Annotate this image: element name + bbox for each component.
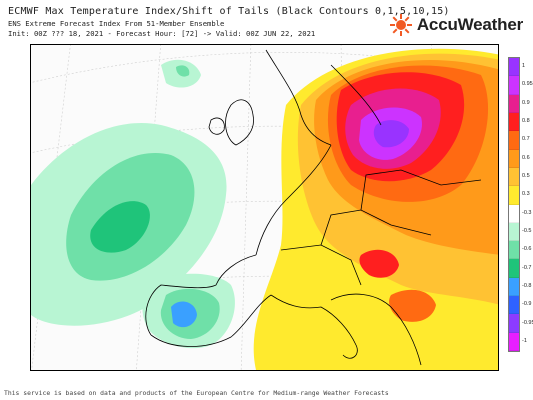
colorbar-swatch xyxy=(509,314,519,333)
colorbar-swatch xyxy=(509,332,519,351)
colorbar-label: -0.8 xyxy=(522,282,532,289)
colorbar-label: -1 xyxy=(522,337,527,344)
colorbar-swatch xyxy=(509,186,519,205)
colorbar-label: -0.95 xyxy=(522,319,533,326)
colorbar-label: 0.6 xyxy=(522,154,530,161)
colorbar-label: 0.9 xyxy=(522,99,530,106)
accuweather-logo: AccuWeather xyxy=(389,14,523,36)
colorbar-label: 0.7 xyxy=(522,136,530,143)
colorbar-label: 0.5 xyxy=(522,173,530,180)
colorbar-label: 0.95 xyxy=(522,81,533,88)
colorbar-swatch xyxy=(509,149,519,168)
colorbar-swatch xyxy=(509,204,519,223)
colorbar-label: 1 xyxy=(522,63,526,70)
colorbar-swatch xyxy=(509,131,519,150)
iberia-cool-anomaly xyxy=(142,273,235,349)
chart-title: ECMWF Max Temperature Index/Shift of Tai… xyxy=(8,6,450,17)
colorbar-label: -0.9 xyxy=(522,301,532,308)
colorbar-swatch xyxy=(509,94,519,113)
colorbar-swatch xyxy=(509,259,519,278)
data-source-footer: This service is based on data and produc… xyxy=(4,389,389,397)
map-canvas xyxy=(31,45,498,370)
colorbar-label: 0.8 xyxy=(522,118,530,125)
forecast-map[interactable] xyxy=(30,44,499,371)
coastlines xyxy=(145,49,482,366)
colorbar-swatch xyxy=(509,296,519,315)
colorbar-swatch xyxy=(509,241,519,260)
sun-icon xyxy=(389,14,412,36)
colorbar-swatch xyxy=(509,222,519,242)
colorbar-swatch xyxy=(509,58,519,77)
init-valid-line: Init: 00Z ??? 18, 2021 - Forecast Hour: … xyxy=(8,29,316,38)
brand-name: AccuWeather xyxy=(416,15,523,34)
europe-warm-anomaly xyxy=(253,48,498,370)
colorbar-label: -0.6 xyxy=(522,246,532,253)
colorbar-label: -0.7 xyxy=(522,264,532,271)
colorbar-label: -0.5 xyxy=(522,227,532,234)
colorbar-swatch xyxy=(509,112,519,132)
colorbar-label: 0.3 xyxy=(522,191,530,198)
colorbar-swatch xyxy=(509,76,519,95)
colorbar-swatch xyxy=(509,277,519,297)
colorbar xyxy=(508,57,520,352)
colorbar-label: -0.3 xyxy=(522,209,532,216)
chart-subtitle: ENS Extreme Forecast Index From 51-Membe… xyxy=(8,19,225,28)
colorbar-swatch xyxy=(509,167,519,187)
